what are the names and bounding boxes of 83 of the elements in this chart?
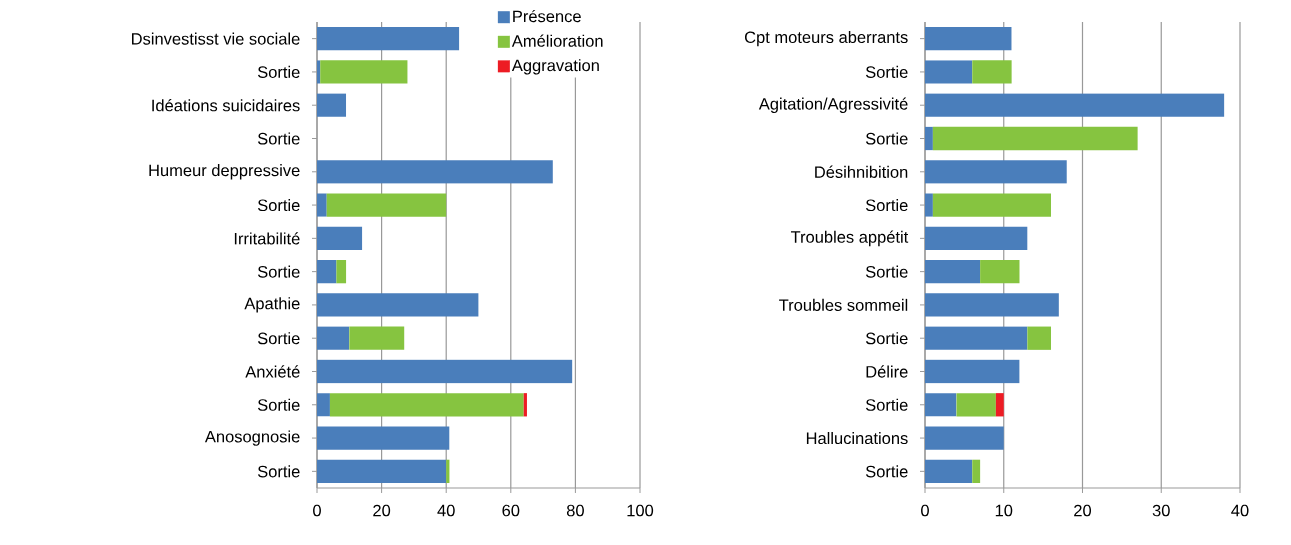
- y-tick-label: Cpt moteurs aberrants: [744, 30, 908, 47]
- bar: [320, 60, 408, 84]
- x-tick-label: 40: [437, 504, 455, 517]
- y-tick-label: Sortie: [865, 65, 908, 78]
- bar: [925, 193, 933, 217]
- y-tick-label: Idéations suicidaires: [152, 99, 300, 112]
- bar: [446, 459, 450, 483]
- bar: [317, 459, 447, 483]
- y-tick-label: Sortie: [865, 332, 908, 345]
- bar: [995, 393, 1004, 417]
- x-tick-label: 100: [627, 504, 654, 517]
- y-tick-label: Sortie: [257, 265, 300, 278]
- x-tick-label: 10: [995, 504, 1013, 517]
- y-tick-label: Troubles sommeil: [779, 298, 908, 311]
- bar: [925, 26, 1012, 51]
- bar: [317, 393, 330, 417]
- bar: [329, 393, 524, 417]
- y-tick-label: Sortie: [865, 199, 908, 212]
- x-tick-label: 40: [1231, 504, 1249, 517]
- bar: [956, 393, 996, 417]
- y-tick-label: Sortie: [865, 132, 908, 145]
- bar: [317, 226, 363, 250]
- bar: [925, 459, 973, 483]
- y-tick-label: Sortie: [257, 65, 300, 78]
- y-tick-label: Troubles appétit: [790, 230, 909, 247]
- bar: [523, 393, 527, 417]
- y-tick-label: Sortie: [865, 398, 908, 411]
- bar: [336, 259, 347, 284]
- legend-label: Présence: [513, 9, 581, 23]
- legend-label: Aggravation: [511, 59, 599, 75]
- y-tick-label: Sortie: [257, 465, 300, 478]
- bar: [972, 459, 981, 483]
- bar: [925, 259, 981, 284]
- bar: [317, 426, 450, 450]
- y-tick-label: Anosognosie: [204, 430, 300, 446]
- y-tick-label: Agitation/Agressivité: [758, 97, 908, 113]
- bar: [972, 60, 1012, 84]
- y-tick-label: Sortie: [257, 199, 300, 212]
- bar: [925, 426, 1004, 450]
- y-tick-label: Désihnibition: [815, 165, 908, 178]
- x-tick-label: 0: [921, 504, 929, 517]
- bar: [925, 359, 1020, 384]
- bar: [932, 126, 1138, 151]
- y-tick-label: Sortie: [865, 465, 908, 478]
- bar: [1027, 326, 1051, 350]
- bar: [925, 226, 1028, 250]
- y-tick-label: Irritabilité: [234, 232, 300, 245]
- bar: [925, 126, 933, 151]
- bar: [317, 93, 347, 117]
- bar: [925, 293, 1059, 317]
- y-tick-label: Sortie: [257, 398, 300, 411]
- bar: [317, 326, 350, 350]
- y-tick-label: Sortie: [865, 265, 908, 278]
- x-tick-label: 20: [1074, 504, 1092, 517]
- x-tick-label: 20: [373, 504, 391, 517]
- bar: [317, 259, 337, 284]
- y-tick-label: Humeur deppressive: [149, 164, 300, 180]
- x-tick-label: 0: [313, 504, 321, 517]
- y-tick-label: Hallucinations: [806, 432, 908, 445]
- bar: [326, 193, 447, 217]
- bar: [317, 359, 573, 384]
- bar: [317, 193, 327, 217]
- bar: [317, 160, 553, 184]
- x-tick-label: 80: [566, 504, 584, 517]
- bar: [932, 193, 1051, 217]
- bar: [925, 160, 1067, 184]
- y-tick-label: Sortie: [257, 332, 300, 345]
- bar: [349, 326, 405, 350]
- y-tick-label: Anxiété: [245, 365, 300, 378]
- bar: [980, 259, 1020, 284]
- y-tick-label: Apathie: [244, 297, 300, 313]
- x-tick-label: 30: [1152, 504, 1170, 517]
- bar: [317, 293, 479, 317]
- bar: [925, 60, 973, 84]
- y-tick-label: Dsinvestisst vie sociale: [132, 32, 300, 45]
- y-tick-label: Délire: [866, 365, 908, 378]
- bar: [317, 26, 460, 51]
- bar: [925, 93, 1225, 117]
- y-tick-label: Sortie: [257, 132, 300, 145]
- bar: [925, 393, 957, 417]
- x-tick-label: 60: [502, 504, 520, 517]
- legend-label: Amélioration: [511, 34, 603, 47]
- bar: [925, 326, 1028, 350]
